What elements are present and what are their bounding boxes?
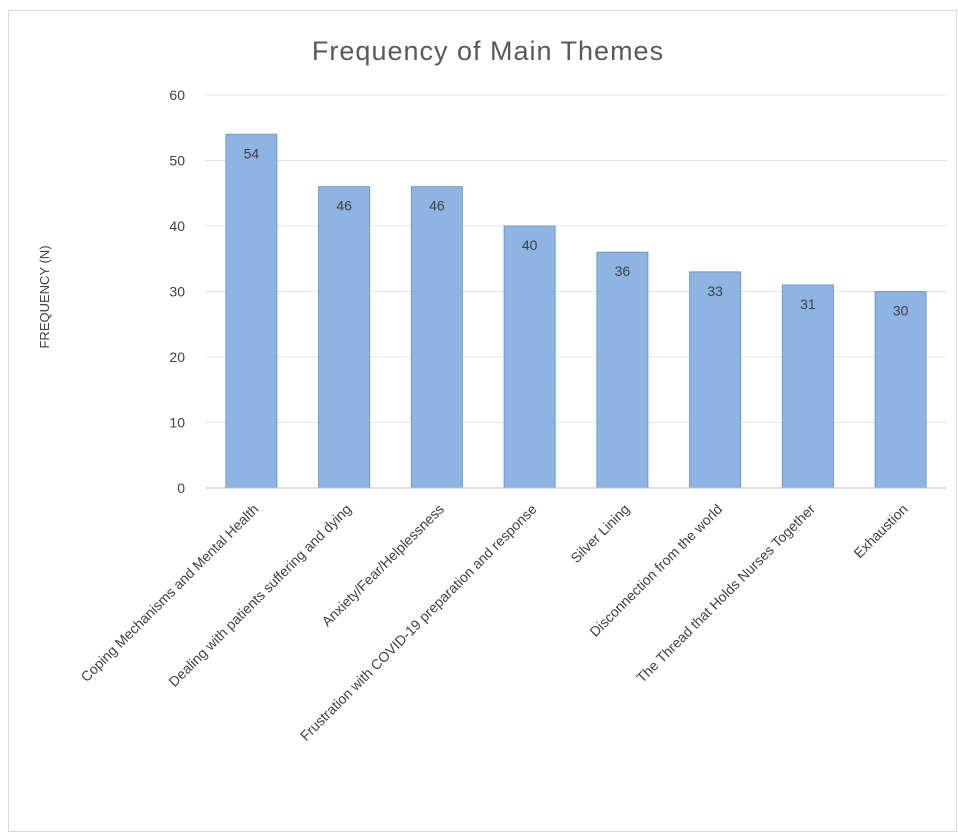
y-tick-label: 10 xyxy=(169,415,185,431)
y-tick-label: 60 xyxy=(169,87,185,103)
data-label: 54 xyxy=(244,145,260,161)
y-tick-label: 0 xyxy=(177,480,185,496)
x-tick-label: Silver Lining xyxy=(567,501,632,566)
y-tick-label: 50 xyxy=(169,153,185,169)
bars xyxy=(225,133,927,489)
data-label: 33 xyxy=(707,283,723,299)
bar xyxy=(318,186,371,489)
y-axis-label: FREQUENCY (N) xyxy=(37,245,52,348)
x-tick-label: Coping Mechanisms and Mental Health xyxy=(77,501,261,685)
y-tick-label: 30 xyxy=(169,284,185,300)
x-axis-ticks: Coping Mechanisms and Mental HealthDeali… xyxy=(77,501,910,744)
bar xyxy=(689,271,742,489)
y-axis-ticks: 0 10 20 30 40 50 60 xyxy=(169,87,185,496)
data-labels: 54 46 46 40 36 33 31 30 xyxy=(244,145,909,318)
bar xyxy=(781,284,834,489)
bar xyxy=(225,133,278,489)
data-label: 46 xyxy=(429,198,445,214)
bar xyxy=(596,251,649,489)
chart-title: Frequency of Main Themes xyxy=(312,36,664,66)
bar xyxy=(874,291,927,489)
y-tick-label: 20 xyxy=(169,349,185,365)
bar-chart: Frequency of Main Themes FREQUENCY (N) 0… xyxy=(37,36,947,744)
y-tick-label: 40 xyxy=(169,218,185,234)
x-tick-label: Dealing with patients suffering and dyin… xyxy=(165,501,354,690)
data-label: 40 xyxy=(522,237,538,253)
data-label: 36 xyxy=(615,263,631,279)
data-label: 30 xyxy=(893,303,909,319)
x-tick-label: The Thread that Holds Nurses Together xyxy=(633,501,818,686)
data-label: 46 xyxy=(336,198,352,214)
x-tick-label: Exhaustion xyxy=(850,501,910,561)
bar xyxy=(410,186,463,489)
bar xyxy=(503,225,556,489)
gridlines xyxy=(205,94,947,423)
chart-frame: Frequency of Main Themes FREQUENCY (N) 0… xyxy=(8,10,957,832)
data-label: 31 xyxy=(800,296,816,312)
